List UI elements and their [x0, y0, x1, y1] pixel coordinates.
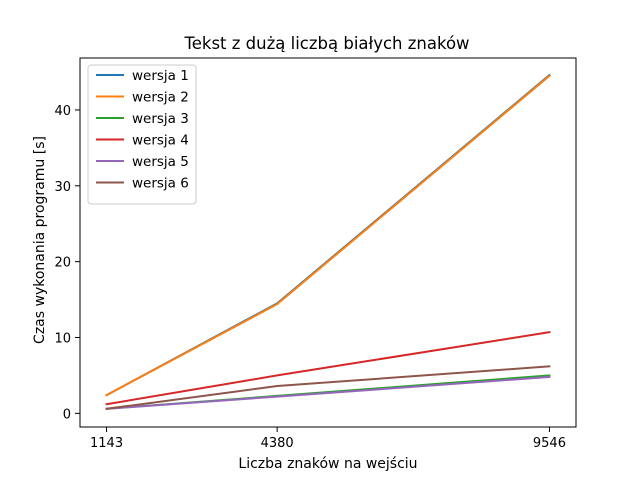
axes: 1143 4380 9546 0 10 20 30 40 [54, 57, 577, 451]
x-tick-label: 1143 [90, 436, 123, 451]
legend-label-1: wersja 1 [132, 68, 189, 84]
x-tick-label: 4380 [261, 436, 294, 451]
legend: wersja 1 wersja 2 wersja 3 wersja 4 wersja 5… [87, 64, 197, 205]
plot-frame [79, 57, 577, 428]
legend-label-3: wersja 3 [132, 111, 189, 127]
x-axis-label: Liczba znaków na wejściu [238, 456, 417, 472]
series-line-4 [105, 331, 551, 406]
legend-label-4: wersja 4 [132, 133, 189, 149]
series-lines [105, 73, 551, 410]
y-tick-label: 10 [54, 331, 71, 346]
series-line-2 [105, 74, 551, 397]
legend-box [87, 64, 197, 205]
series-line-6 [105, 365, 551, 410]
legend-label-5: wersja 5 [132, 154, 189, 170]
y-tick-label: 30 [54, 180, 71, 195]
x-tick-label: 9546 [533, 436, 566, 451]
legend-label-2: wersja 2 [132, 90, 189, 106]
y-tick-label: 20 [54, 256, 71, 271]
y-tick-label: 0 [63, 407, 71, 422]
y-tick-label: 40 [54, 104, 71, 119]
legend-label-6: wersja 6 [132, 176, 189, 192]
y-axis-label: Czas wykonania programu [s] [32, 136, 48, 344]
chart-title: Tekst z dużą liczbą białych znaków [183, 34, 469, 53]
series-line-5 [105, 375, 551, 410]
